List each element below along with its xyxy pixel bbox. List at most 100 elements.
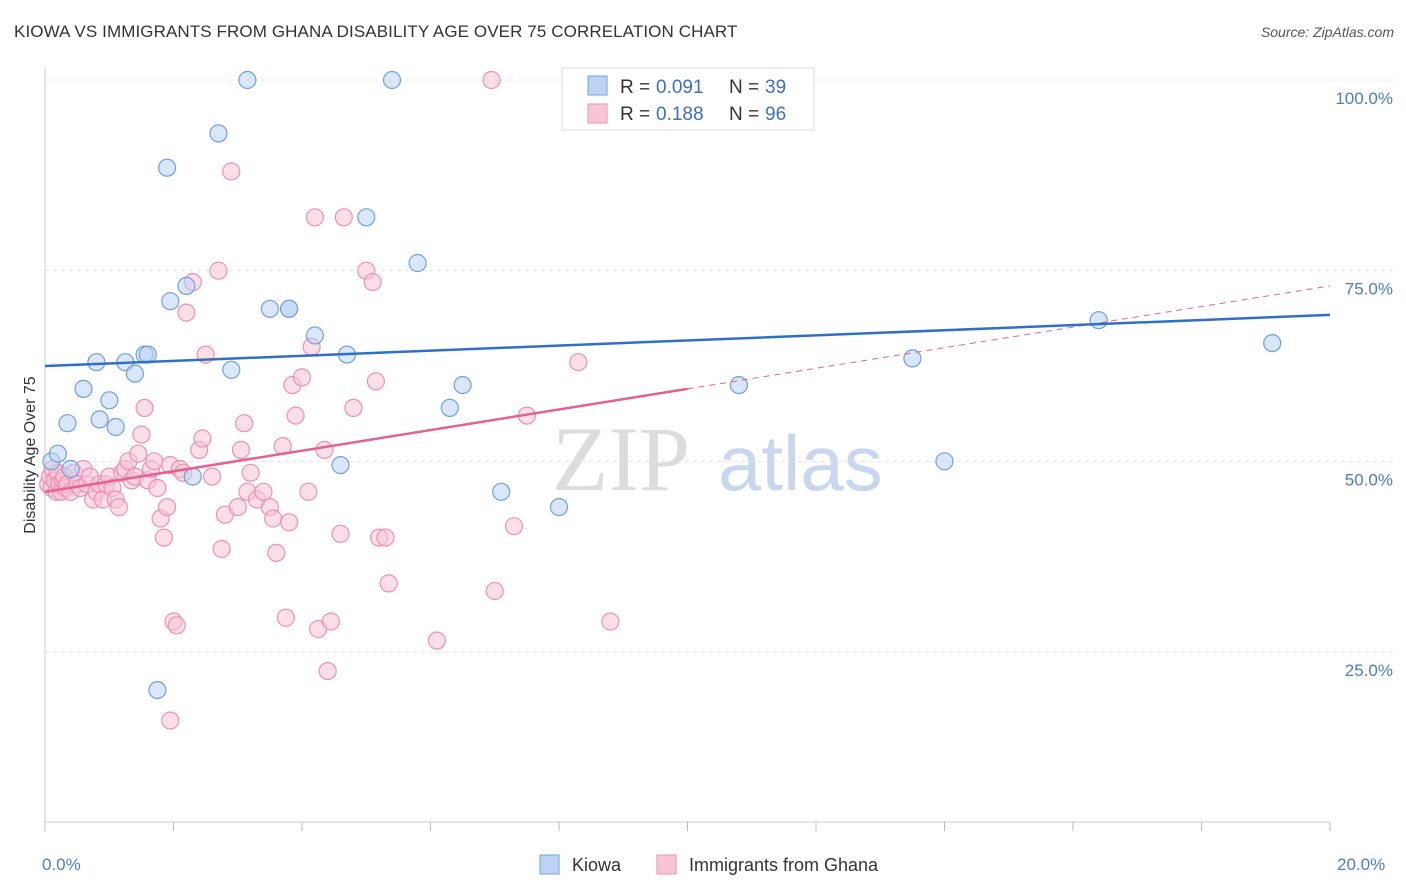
point-ghana-75 [299, 482, 318, 501]
point-ghana-36 [135, 398, 154, 417]
point-kiowa-20 [260, 299, 279, 318]
point-ghana-92 [485, 581, 504, 601]
point-kiowa-26 [357, 208, 376, 227]
point-kiowa-39 [148, 680, 167, 700]
point-kiowa-37 [1089, 311, 1108, 330]
legend-n-value-kiowa: 39 [765, 77, 786, 98]
point-kiowa-36 [935, 452, 954, 471]
point-kiowa-24 [331, 456, 350, 475]
data-points [39, 70, 1282, 730]
x-tick-label-max: 20.0% [1337, 855, 1385, 874]
point-ghana-97 [161, 711, 180, 730]
point-kiowa-8 [106, 417, 125, 437]
point-kiowa-3 [61, 459, 80, 479]
point-ghana-74 [292, 368, 312, 387]
point-ghana-58 [222, 162, 241, 181]
point-ghana-80 [321, 612, 340, 631]
point-kiowa-38 [1263, 334, 1282, 353]
y-tick-label-50: 50.0% [1345, 470, 1393, 489]
point-kiowa-35 [903, 349, 922, 368]
point-ghana-35 [132, 425, 151, 444]
legend-n-label-ghana: N = [729, 104, 759, 125]
point-ghana-54 [203, 467, 222, 486]
point-ghana-98 [318, 661, 337, 681]
x-ticks [44, 822, 1331, 831]
legend-r-value-kiowa: 0.091 [656, 77, 704, 98]
point-ghana-52 [193, 429, 212, 448]
trend-line-kiowa [44, 313, 1331, 368]
point-ghana-85 [363, 273, 382, 292]
point-kiowa-29 [440, 398, 459, 417]
y-tick-labels: 25.0% 50.0% 75.0% 100.0% [1335, 89, 1393, 680]
point-ghana-42 [154, 528, 173, 547]
legend-n-value-ghana: 96 [765, 104, 786, 125]
y-tick-label-75: 75.0% [1345, 280, 1393, 299]
point-kiowa-15 [177, 276, 196, 295]
point-ghana-43 [158, 498, 177, 517]
point-kiowa-30 [453, 376, 472, 395]
point-ghana-63 [241, 463, 260, 482]
point-ghana-79 [315, 440, 334, 459]
legend-r-label-kiowa: R = [620, 77, 650, 98]
point-kiowa-18 [222, 360, 241, 379]
point-kiowa-22 [280, 299, 299, 318]
point-ghana-77 [305, 208, 324, 227]
bottom-legend-swatch-ghana [656, 854, 677, 875]
point-kiowa-23 [305, 326, 324, 345]
bottom-legend-label-ghana: Immigrants from Ghana [689, 855, 879, 875]
y-tick-label-100: 100.0% [1335, 89, 1393, 108]
top-legend: R = 0.091 N = 39 R = 0.188 N = 96 [561, 67, 815, 131]
point-ghana-39 [145, 452, 164, 471]
point-kiowa-32 [549, 498, 569, 517]
point-ghana-46 [167, 616, 186, 635]
point-ghana-88 [376, 528, 395, 547]
point-kiowa-4 [74, 379, 93, 398]
watermark-atlas: atlas [718, 419, 883, 507]
gridlines [45, 79, 1395, 653]
point-ghana-90 [427, 631, 446, 650]
point-ghana-61 [235, 414, 254, 433]
point-ghana-89 [379, 574, 398, 593]
y-tick-label-25: 25.0% [1345, 661, 1393, 680]
point-kiowa-19 [238, 70, 257, 90]
point-ghana-68 [267, 543, 286, 563]
trend-line-ghana-extrapolated [687, 285, 1331, 390]
point-kiowa-31 [492, 482, 511, 501]
y-axis-title: Disability Age Over 75 [22, 376, 39, 534]
watermark-zip: ZIP [552, 408, 690, 510]
bottom-legend: Kiowa Immigrants from Ghana [539, 854, 879, 875]
point-ghana-40 [148, 478, 167, 498]
point-ghana-55 [209, 261, 228, 280]
point-ghana-86 [366, 372, 385, 391]
point-kiowa-16 [183, 467, 202, 486]
point-ghana-28 [109, 498, 129, 517]
point-ghana-73 [286, 406, 305, 425]
point-ghana-93 [504, 517, 524, 536]
point-ghana-96 [601, 612, 620, 631]
point-kiowa-10 [125, 364, 144, 383]
point-ghana-82 [334, 208, 353, 227]
point-ghana-91 [482, 70, 501, 90]
chart-title: KIOWA VS IMMIGRANTS FROM GHANA DISABILIT… [14, 22, 738, 41]
point-ghana-34 [129, 444, 148, 463]
point-ghana-67 [264, 509, 283, 528]
point-kiowa-34 [729, 376, 749, 395]
legend-swatch-ghana [587, 103, 608, 124]
point-kiowa-27 [382, 70, 402, 90]
point-ghana-60 [231, 440, 251, 459]
point-ghana-70 [276, 608, 295, 627]
point-kiowa-14 [161, 292, 180, 311]
point-ghana-95 [569, 353, 588, 372]
bottom-legend-swatch-kiowa [539, 854, 560, 875]
bottom-legend-label-kiowa: Kiowa [572, 855, 622, 875]
legend-swatch-kiowa [587, 75, 608, 96]
trend-line-ghana [44, 387, 688, 494]
point-kiowa-28 [408, 253, 427, 273]
x-tick-label-min: 0.0% [42, 855, 81, 874]
point-kiowa-13 [158, 158, 177, 177]
point-kiowa-5 [87, 353, 106, 372]
point-kiowa-1 [48, 444, 68, 463]
point-ghana-59 [228, 498, 247, 517]
point-ghana-65 [254, 482, 273, 501]
